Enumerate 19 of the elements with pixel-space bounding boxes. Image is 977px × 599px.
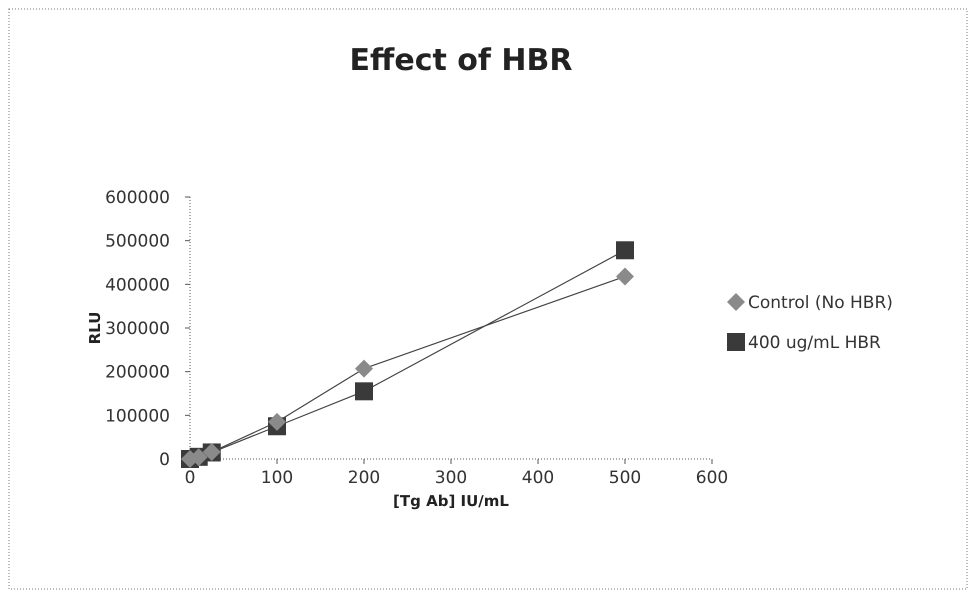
y-tick-label: 200000 bbox=[105, 362, 170, 383]
x-tick-label: 100 bbox=[260, 468, 294, 488]
x-tick-label: 500 bbox=[608, 468, 642, 488]
y-tick-label: 600000 bbox=[105, 188, 170, 208]
x-tick-label: 600 bbox=[696, 468, 728, 488]
y-axis-title: RLU bbox=[86, 312, 104, 344]
y-tick-label: 0 bbox=[159, 450, 170, 470]
x-axis-title: [Tg Ab] IU/mL bbox=[393, 492, 510, 510]
legend-label: 400 ug/mL HBR bbox=[748, 333, 882, 353]
chart-title: Effect of HBR bbox=[350, 43, 572, 78]
y-tick-label: 400000 bbox=[105, 275, 170, 296]
y-tick-label: 500000 bbox=[105, 232, 170, 252]
x-tick-label: 200 bbox=[348, 468, 380, 488]
y-tick-label: 100000 bbox=[105, 406, 170, 426]
x-tick-label: 0 bbox=[184, 468, 196, 488]
x-tick-label: 300 bbox=[434, 468, 468, 488]
x-tick-label: 400 bbox=[522, 468, 554, 488]
legend-label: Control (No HBR) bbox=[748, 293, 893, 313]
y-tick-label: 300000 bbox=[105, 319, 170, 339]
